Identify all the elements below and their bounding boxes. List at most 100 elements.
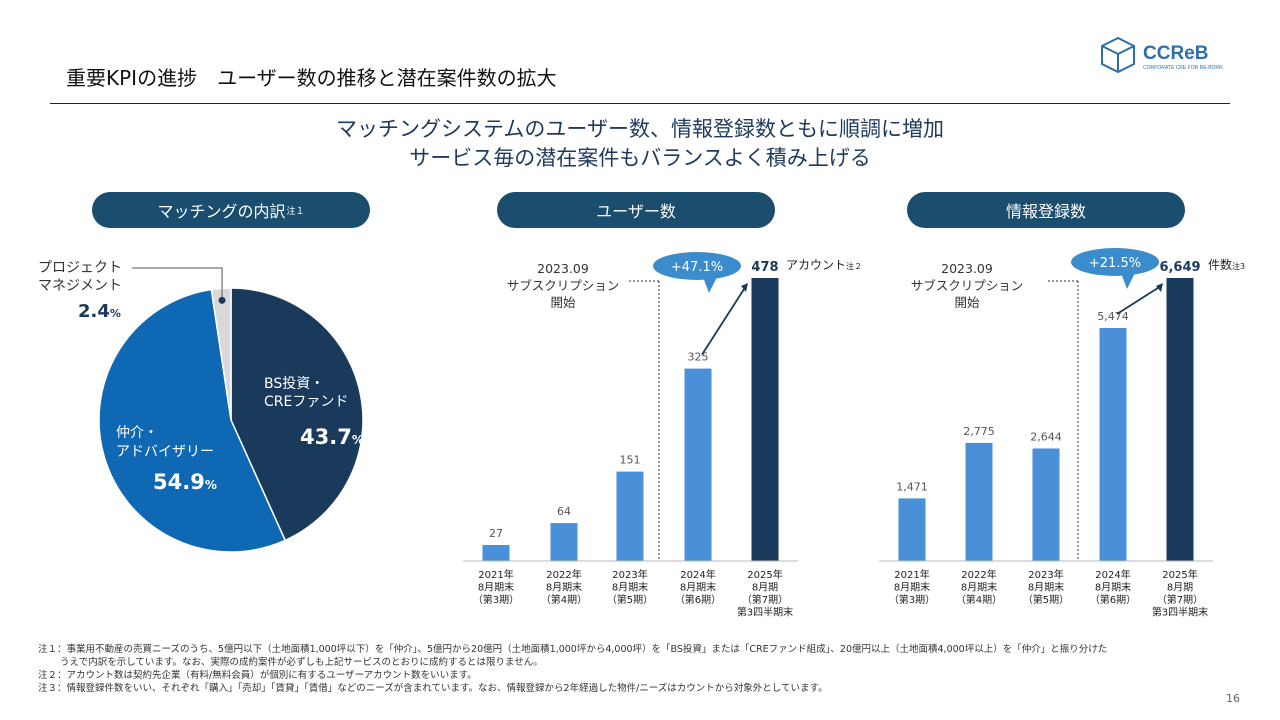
category-label-line: 2021年	[478, 568, 513, 581]
subscription-annotation-line: サブスクリプション	[911, 278, 1024, 293]
pie-chart-matching: BS投資・ CREファンド 43.7% 仲介・アドバイザリー 54.9% プロジェクトマネ…	[38, 260, 364, 553]
slice-label-bs-line1: BS投資・	[264, 376, 324, 392]
growth-arrowhead	[1156, 283, 1163, 292]
slice-value-unit: %	[110, 307, 121, 320]
bar	[751, 278, 779, 561]
category-label-line: （第3期）	[889, 593, 935, 606]
growth-arrow	[701, 285, 747, 356]
slice-value-number: 54.9	[153, 470, 205, 494]
pm-leader-dot	[218, 296, 226, 304]
pill-label: マッチングの内訳	[157, 202, 286, 221]
growth-bubble	[1071, 248, 1159, 276]
unit-note: 注3	[1232, 261, 1245, 271]
category-label-line: 2023年	[612, 568, 647, 581]
title-divider	[50, 103, 1230, 104]
bar	[684, 368, 712, 561]
footnotes: 注１：事業用不動産の売買ニーズのうち、5億円以下（土地面積1,000坪以下）を「…	[38, 643, 1248, 695]
subscription-annotation-line: 2023.09	[941, 261, 993, 276]
footnote-1: 注１：事業用不動産の売買ニーズのうち、5億円以下（土地面積1,000坪以下）を「…	[38, 644, 1108, 655]
category-label-line: 8月期末	[612, 581, 648, 594]
pill-matching-breakdown: マッチングの内訳 注１	[92, 192, 370, 228]
bar-value-label: 478	[751, 260, 778, 275]
category-label-line: 8月期	[752, 582, 778, 594]
bar	[616, 471, 644, 561]
pie-slice	[98, 288, 287, 553]
category-label-line: 2023年	[1028, 568, 1063, 581]
pill-note: 注１	[286, 206, 305, 217]
bar-value-label: 2,644	[1030, 430, 1062, 443]
growth-label: +47.1%	[671, 260, 723, 275]
bar-value-label: 6,649	[1159, 260, 1200, 275]
slice-value-brokerage: 54.9%	[153, 470, 217, 494]
slice-value-unit: %	[205, 478, 217, 492]
category-label-line: （第3期）	[473, 593, 519, 606]
subscription-annotation-line: 開始	[550, 295, 576, 310]
slice-label-pm-line1: プロジェクト	[38, 260, 122, 276]
category-label-line: （第4期）	[541, 593, 587, 606]
ccreb-logo: CCReB CORPORATE CRE FOR RE-BORN	[1101, 36, 1223, 74]
cube-logo-icon	[1101, 36, 1135, 74]
logo-main-text: CCReB	[1143, 43, 1208, 64]
bar-value-label: 2,775	[963, 425, 995, 438]
category-label-line: 8月期末	[961, 581, 997, 594]
category-label-line: （第5期）	[607, 593, 653, 606]
bar-value-label: 5,474	[1097, 310, 1129, 323]
pie-slice	[230, 287, 364, 542]
bar	[482, 545, 510, 561]
bar-chart-registrations: 1,4712021年8月期末（第3期）2,7752022年8月期末（第4期）2,…	[879, 248, 1245, 619]
bar-value-label: 27	[489, 527, 503, 540]
category-label-line: 8月期末	[894, 581, 930, 594]
category-label-line: （第7期）	[742, 593, 788, 606]
growth-arrowhead	[741, 283, 748, 292]
slice-value-bs: 43.7%	[300, 425, 364, 449]
pill-user-count: ユーザー数	[497, 192, 775, 228]
growth-bubble	[653, 252, 741, 280]
pill-registrations: 情報登録数	[907, 192, 1185, 228]
bar	[965, 442, 993, 561]
category-label-line: 2025年	[1162, 568, 1197, 581]
pie-slice	[210, 287, 232, 421]
page-number: 16	[1226, 692, 1240, 705]
footnote-1-cont: うえで内訳を示しています。なお、実際の成約案件が必ずしも上記サービスのとおりに成…	[60, 657, 543, 668]
category-label-line: （第7期）	[1157, 593, 1203, 606]
subscription-annotation-line: 開始	[954, 295, 980, 310]
slice-label-pm-line2: マネジメント	[38, 278, 122, 294]
slice-label-bs-line2: CREファンド	[264, 394, 348, 410]
bar	[550, 523, 578, 561]
logo-sub-text: CORPORATE CRE FOR RE-BORN	[1143, 65, 1223, 71]
category-label-line: 8月期	[1167, 582, 1193, 594]
category-label-line: 2022年	[961, 568, 996, 581]
footnote-3: 注３：情報登録件数をいい、それぞれ「購入」「売却」「賃貸」「賃借」などのニーズが…	[38, 683, 828, 694]
unit-note: 注２	[846, 261, 862, 271]
category-label-line: 8月期末	[680, 581, 716, 594]
category-label-line: （第5期）	[1023, 593, 1069, 606]
page-title: 重要KPIの進捗 ユーザー数の推移と潜在案件数の拡大	[66, 66, 557, 90]
category-label-line: 8月期末	[478, 581, 514, 594]
headline-line-2: サービス毎の潜在案件もバランスよく積み上げる	[409, 146, 871, 170]
category-label-line: 2021年	[894, 568, 929, 581]
category-label-line: （第6期）	[675, 593, 721, 606]
category-label-line: （第6期）	[1090, 593, 1136, 606]
category-label-line: 8月期末	[546, 581, 582, 594]
bar-chart-users: 272021年8月期末（第3期）642022年8月期末（第4期）1512023年…	[463, 252, 862, 619]
bar	[898, 498, 926, 561]
bar	[1166, 278, 1194, 561]
category-label-line: （第4期）	[956, 593, 1002, 606]
last-bar-unit: アカウント注２	[786, 258, 862, 272]
category-label-line: 第3四半期末	[737, 606, 793, 619]
growth-arrow	[1116, 285, 1162, 315]
growth-label: +21.5%	[1089, 256, 1141, 271]
unit-text: アカウント	[786, 258, 846, 272]
category-label-line: 8月期末	[1028, 581, 1064, 594]
slice-value-unit: %	[352, 433, 364, 447]
pill-label: 情報登録数	[1005, 202, 1086, 221]
bar-value-label: 325	[688, 351, 709, 364]
pm-leader-line	[132, 267, 223, 301]
pill-label: ユーザー数	[596, 202, 676, 221]
last-bar-unit: 件数注3	[1208, 257, 1245, 272]
category-label-line: 2022年	[546, 568, 581, 581]
bar-value-label: 1,471	[896, 480, 928, 493]
slice-label-brokerage-line1: 仲介・	[116, 425, 158, 441]
slice-value-pm: 2.4%	[78, 301, 121, 322]
slice-value-number: 2.4	[78, 301, 110, 322]
